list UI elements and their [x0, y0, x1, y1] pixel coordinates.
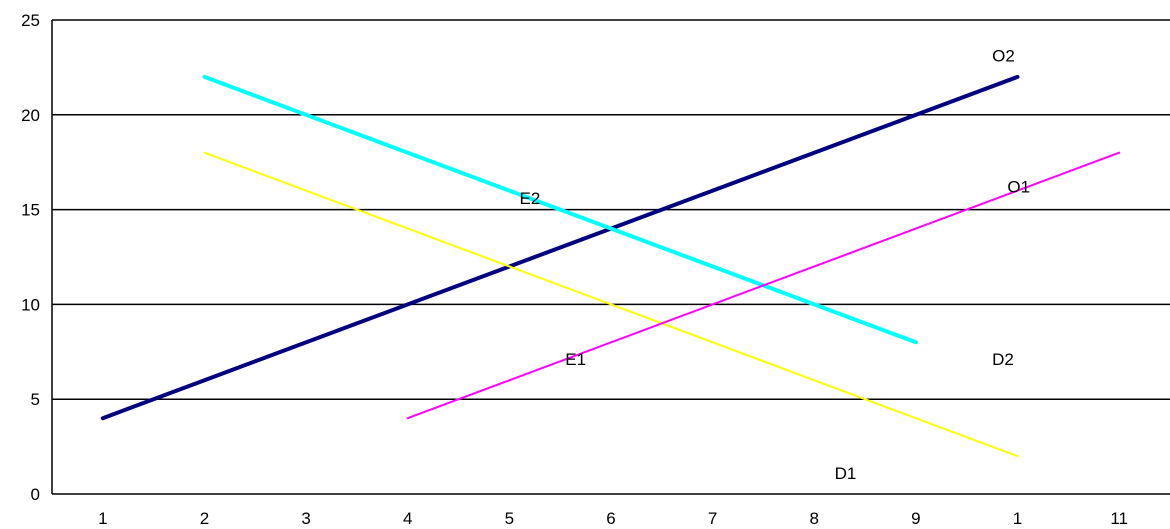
annotation-label-e2: E2 — [520, 189, 541, 208]
series-line-4 — [406, 151, 1121, 420]
annotations: O2 O1 E2 E1 D2 D1 — [520, 47, 1031, 483]
annotation-label-d1: D1 — [835, 464, 857, 483]
x-tick-label: 4 — [403, 509, 412, 528]
x-tick-label: 7 — [708, 509, 717, 528]
y-tick-label: 5 — [31, 390, 40, 409]
annotation-label-e1: E1 — [565, 350, 586, 369]
annotation-label-d2: D2 — [992, 350, 1014, 369]
series-line-1 — [100, 74, 1020, 421]
gridlines — [52, 19, 1170, 400]
x-tick-label: 11 — [1110, 509, 1128, 528]
y-tick-label: 10 — [21, 295, 40, 314]
series-lines — [100, 74, 1121, 458]
y-tick-label: 0 — [31, 485, 40, 504]
x-tick-label: 2 — [200, 509, 209, 528]
axes — [51, 20, 1170, 495]
x-tick-label: 5 — [505, 509, 514, 528]
x-tick-label: 6 — [606, 509, 615, 528]
x-tick-label: 8 — [810, 509, 819, 528]
annotation-label-o2: O2 — [992, 47, 1015, 66]
x-axis-tick-labels: 1 2 3 4 5 6 7 8 9 1 11 — [98, 509, 1128, 528]
x-tick-label: 1 — [1013, 509, 1022, 528]
annotation-label-o1: O1 — [1007, 178, 1030, 197]
x-tick-label: 1 — [98, 509, 107, 528]
y-tick-label: 25 — [21, 11, 40, 30]
y-tick-label: 15 — [21, 201, 40, 220]
y-tick-label: 20 — [21, 106, 40, 125]
y-axis-tick-labels: 0 5 10 15 20 25 — [21, 11, 40, 504]
x-tick-label: 3 — [301, 509, 310, 528]
x-tick-label: 9 — [911, 509, 920, 528]
series-line-3 — [203, 151, 1019, 458]
series-line-2 — [202, 74, 918, 345]
